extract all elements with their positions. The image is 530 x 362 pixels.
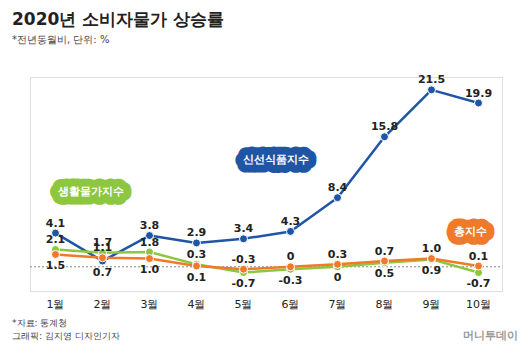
svg-text:3.8: 3.8: [140, 219, 160, 232]
svg-text:1월: 1월: [47, 298, 65, 311]
svg-text:1.0: 1.0: [422, 242, 442, 255]
html-text:*전년동월비, 단위: %: *전년동월비, 단위: %: [12, 34, 110, 45]
svg-text:4.1: 4.1: [46, 217, 66, 230]
svg-text:-0.3: -0.3: [278, 274, 302, 287]
svg-text:-0.3: -0.3: [231, 253, 255, 266]
svg-text:2.1: 2.1: [46, 233, 66, 246]
svg-text:0: 0: [334, 271, 342, 284]
svg-text:5월: 5월: [235, 298, 253, 311]
svg-text:7월: 7월: [329, 298, 347, 311]
svg-text:-0.7: -0.7: [466, 277, 490, 290]
svg-text:-0.7: -0.7: [231, 277, 255, 290]
svg-text:1.0: 1.0: [140, 263, 160, 276]
svg-text:1.1: 1.1: [93, 241, 113, 254]
svg-text:0.3: 0.3: [187, 248, 207, 261]
svg-text:3.4: 3.4: [234, 222, 254, 235]
svg-text:6월: 6월: [282, 298, 300, 311]
svg-text:2월: 2월: [94, 298, 112, 311]
svg-text:0.5: 0.5: [375, 267, 395, 280]
svg-text:10월: 10월: [466, 298, 491, 311]
svg-text:8.4: 8.4: [328, 181, 348, 194]
svg-text:총지수: 총지수: [454, 225, 487, 238]
html-text:*자료: 통계청: *자료: 통계청: [12, 318, 68, 328]
svg-text:생활물가지수: 생활물가지수: [57, 185, 124, 198]
svg-text:0: 0: [287, 250, 295, 263]
svg-text:0.3: 0.3: [328, 248, 348, 261]
svg-text:3월: 3월: [141, 298, 159, 311]
svg-text:4월: 4월: [188, 298, 206, 311]
html-text:머니투데이: 머니투데이: [463, 329, 518, 342]
svg-text:0.9: 0.9: [422, 264, 442, 277]
svg-text:1.8: 1.8: [140, 236, 160, 249]
svg-text:8월: 8월: [376, 298, 394, 311]
svg-text:4.3: 4.3: [281, 215, 301, 228]
svg-text:19.9: 19.9: [465, 87, 492, 100]
html-text:2020년 소비자물가 상승률: 2020년 소비자물가 상승률: [12, 9, 225, 29]
svg-text:0.7: 0.7: [375, 245, 395, 258]
svg-text:0.1: 0.1: [469, 250, 489, 263]
svg-text:9월: 9월: [423, 298, 441, 311]
html-text:그래픽: 김지영 디자인기자: 그래픽: 김지영 디자인기자: [12, 331, 120, 341]
svg-text:2.9: 2.9: [187, 226, 207, 239]
svg-text:1.5: 1.5: [46, 259, 66, 272]
svg-text:신선식품지수: 신선식품지수: [243, 153, 309, 166]
svg-text:0.7: 0.7: [93, 266, 113, 279]
svg-text:21.5: 21.5: [418, 73, 445, 86]
svg-text:15.8: 15.8: [371, 120, 398, 133]
svg-text:0.1: 0.1: [187, 271, 207, 284]
